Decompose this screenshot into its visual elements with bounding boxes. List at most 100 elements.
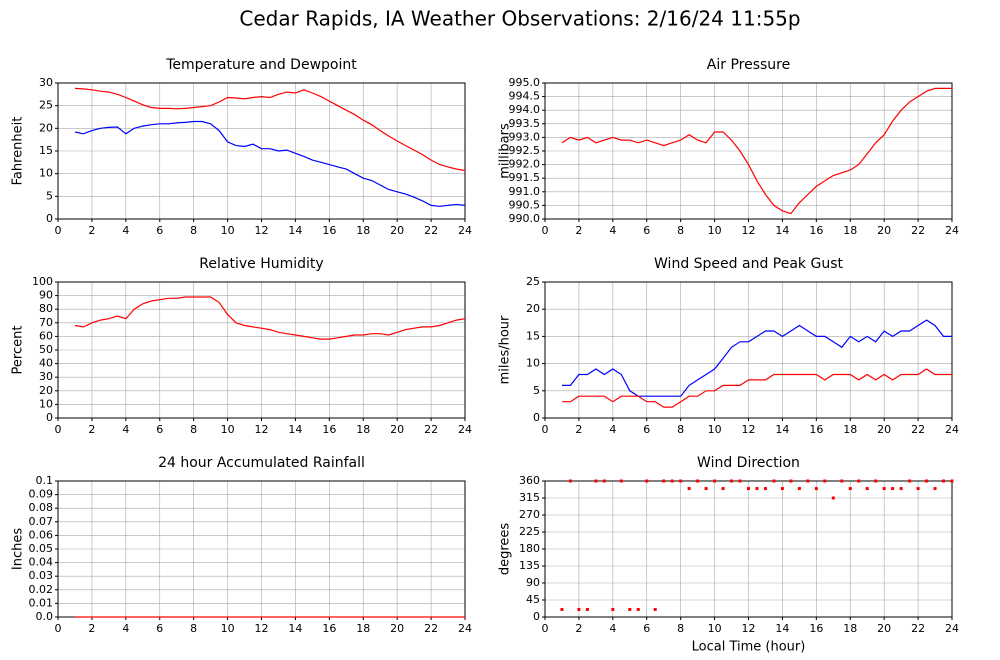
data-point — [713, 479, 717, 483]
y-tick-label: 0.06 — [29, 528, 54, 541]
x-tick-label: 16 — [322, 224, 336, 237]
y-tick-label: 994.0 — [509, 103, 541, 116]
x-tick-label: 10 — [221, 224, 235, 237]
y-tick-label: 991.5 — [509, 171, 541, 184]
x-tick-label: 10 — [221, 423, 235, 436]
x-tick-label: 24 — [458, 423, 472, 436]
y-tick-label: 992.0 — [509, 158, 541, 171]
y-tick-label: 20 — [526, 302, 540, 315]
y-tick-label: 360 — [519, 474, 540, 487]
x-tick-label: 14 — [288, 622, 302, 635]
y-tick-label: 15 — [39, 144, 53, 157]
data-point — [831, 496, 835, 500]
data-point — [747, 487, 750, 491]
y-tick-label: 270 — [519, 508, 540, 521]
x-tick-label: 4 — [122, 224, 129, 237]
y-tick-label: 20 — [39, 121, 53, 134]
data-point — [679, 479, 683, 483]
x-tick-label: 20 — [877, 224, 891, 237]
x-tick-label: 6 — [643, 224, 650, 237]
y-tick-label: 315 — [519, 491, 540, 504]
x-tick-label: 16 — [322, 423, 336, 436]
data-point — [772, 479, 776, 483]
data-point — [568, 479, 572, 483]
y-tick-label: 0.1 — [36, 474, 54, 487]
y-tick-label: 990.5 — [509, 198, 541, 211]
x-tick-label: 16 — [809, 423, 823, 436]
data-point — [670, 479, 674, 483]
y-tick-label: 10 — [39, 167, 53, 180]
y-tick-label: 991.0 — [509, 185, 541, 198]
y-tick-label: 30 — [39, 76, 53, 89]
x-tick-label: 4 — [122, 423, 129, 436]
y-tick-label: 0.05 — [29, 542, 54, 555]
data-point — [738, 479, 742, 483]
x-tick-label: 14 — [775, 423, 789, 436]
y-tick-label: 50 — [39, 343, 53, 356]
x-tick-label: 22 — [424, 423, 438, 436]
x-tick-label: 0 — [55, 224, 62, 237]
chart-title: Air Pressure — [707, 57, 790, 73]
x-tick-label: 2 — [575, 622, 582, 635]
x-tick-label: 14 — [288, 423, 302, 436]
data-point — [611, 607, 615, 611]
y-tick-label: 135 — [519, 559, 540, 572]
data-line — [561, 87, 952, 215]
chart-title: 24 hour Accumulated Rainfall — [158, 455, 365, 471]
x-axis-label: Local Time (hour) — [692, 640, 806, 655]
y-tick-label: 25 — [526, 275, 540, 288]
data-point — [814, 487, 818, 491]
y-tick-label: 40 — [39, 357, 53, 370]
x-tick-label: 18 — [356, 622, 370, 635]
y-tick-label: 15 — [526, 329, 540, 342]
x-tick-label: 22 — [424, 622, 438, 635]
x-tick-label: 6 — [156, 224, 163, 237]
y-tick-label: 20 — [39, 384, 53, 397]
data-point — [653, 607, 657, 611]
x-tick-label: 6 — [156, 423, 163, 436]
x-tick-label: 18 — [356, 423, 370, 436]
x-tick-label: 16 — [809, 622, 823, 635]
data-point — [755, 487, 759, 491]
y-tick-label: 0.09 — [29, 488, 54, 501]
y-tick-label: 5 — [533, 384, 540, 397]
x-tick-label: 10 — [708, 224, 722, 237]
y-tick-label: 45 — [526, 593, 540, 606]
data-point — [780, 487, 784, 491]
y-tick-label: 993.0 — [509, 130, 541, 143]
y-tick-label: 0.0 — [36, 610, 54, 623]
y-tick-label: 0.03 — [29, 569, 54, 582]
x-tick-label: 12 — [742, 423, 756, 436]
x-tick-label: 8 — [677, 224, 684, 237]
x-tick-label: 6 — [643, 622, 650, 635]
page-title: Cedar Rapids, IA Weather Observations: 2… — [239, 7, 800, 31]
data-point — [730, 479, 734, 483]
data-point — [882, 487, 886, 491]
x-tick-label: 18 — [843, 622, 857, 635]
data-line — [562, 368, 952, 408]
y-tick-label: 25 — [39, 99, 53, 112]
x-tick-label: 12 — [255, 224, 269, 237]
data-point — [916, 487, 920, 491]
plot-border — [544, 480, 953, 618]
plot-border — [544, 82, 953, 220]
y-tick-label: 992.5 — [509, 144, 541, 157]
y-tick-label: 180 — [519, 542, 540, 555]
y-tick-label: 5 — [46, 189, 53, 202]
data-point — [704, 487, 708, 491]
data-point — [891, 487, 895, 491]
x-tick-label: 24 — [945, 622, 959, 635]
data-line — [74, 296, 466, 340]
y-tick-label: 990.0 — [509, 212, 541, 225]
y-tick-label: 10 — [526, 357, 540, 370]
chart-title: Wind Direction — [697, 455, 800, 471]
y-tick-label: 0.01 — [29, 596, 54, 609]
data-point — [763, 487, 767, 491]
x-tick-label: 24 — [458, 622, 472, 635]
data-point — [594, 479, 598, 483]
y-axis-label: Percent — [11, 326, 26, 375]
data-point — [865, 487, 869, 491]
x-tick-label: 24 — [458, 224, 472, 237]
x-tick-label: 22 — [911, 224, 925, 237]
